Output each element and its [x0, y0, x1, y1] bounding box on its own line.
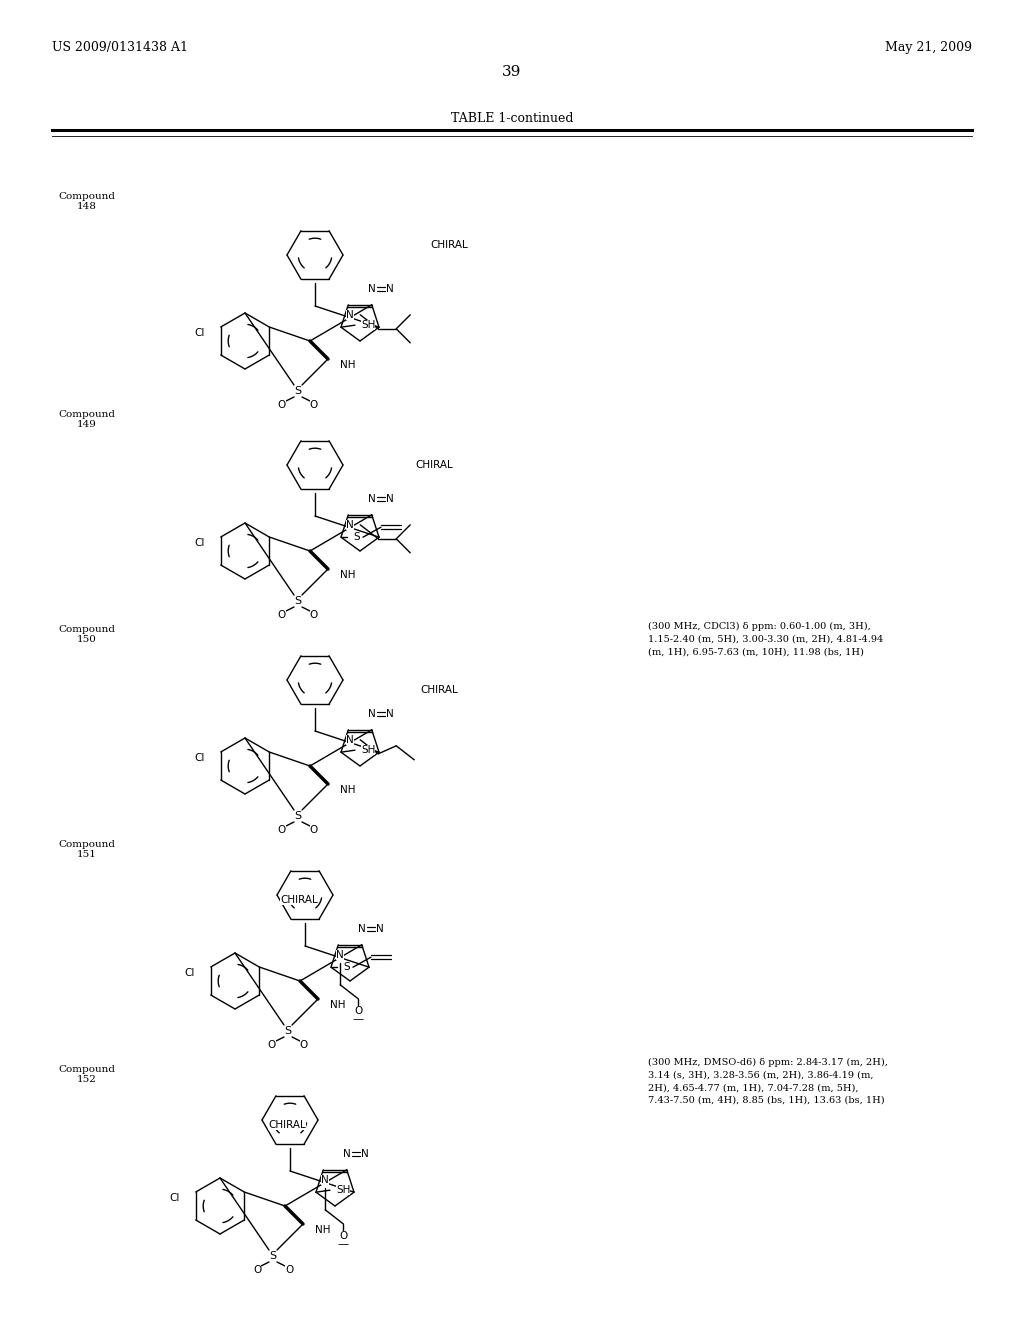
Text: SH: SH	[361, 746, 376, 755]
Text: S: S	[353, 532, 359, 543]
Text: (300 MHz, CDCl3) δ ppm: 0.60-1.00 (m, 3H),
1.15-2.40 (m, 5H), 3.00-3.30 (m, 2H),: (300 MHz, CDCl3) δ ppm: 0.60-1.00 (m, 3H…	[648, 622, 884, 656]
Text: Compound
150: Compound 150	[58, 624, 116, 644]
Text: N: N	[368, 284, 376, 294]
Text: O: O	[285, 1265, 293, 1275]
Text: NH: NH	[340, 570, 355, 579]
Text: O: O	[268, 1040, 276, 1049]
Text: S: S	[295, 385, 301, 396]
Text: O: O	[300, 1040, 308, 1049]
Text: O: O	[310, 400, 318, 411]
Text: Cl: Cl	[195, 539, 205, 548]
Text: N: N	[361, 1148, 369, 1159]
Text: N: N	[336, 950, 344, 960]
Text: N: N	[343, 1148, 351, 1159]
Text: CHIRAL: CHIRAL	[280, 895, 317, 906]
Text: CHIRAL: CHIRAL	[420, 685, 458, 696]
Text: CHIRAL: CHIRAL	[268, 1119, 306, 1130]
Text: N: N	[322, 1175, 329, 1185]
Text: O: O	[310, 610, 318, 620]
Text: O: O	[278, 400, 286, 411]
Text: N: N	[386, 284, 394, 294]
Text: —: —	[338, 1238, 349, 1249]
Text: Cl: Cl	[184, 968, 195, 978]
Text: O: O	[354, 1006, 362, 1016]
Text: O: O	[278, 825, 286, 836]
Text: SH: SH	[361, 321, 376, 330]
Text: O: O	[339, 1230, 347, 1241]
Text: N: N	[346, 735, 354, 744]
Text: S: S	[269, 1251, 276, 1261]
Text: TABLE 1-continued: TABLE 1-continued	[451, 111, 573, 124]
Text: Cl: Cl	[195, 752, 205, 763]
Text: N: N	[346, 520, 354, 529]
Text: O: O	[278, 610, 286, 620]
Text: May 21, 2009: May 21, 2009	[885, 41, 972, 54]
Text: 39: 39	[503, 65, 521, 79]
Text: N: N	[346, 310, 354, 319]
Text: Cl: Cl	[195, 327, 205, 338]
Text: N: N	[376, 924, 384, 935]
Text: NH: NH	[340, 785, 355, 795]
Text: Compound
148: Compound 148	[58, 191, 116, 211]
Text: O: O	[310, 825, 318, 836]
Text: O: O	[253, 1265, 261, 1275]
Text: Compound
151: Compound 151	[58, 840, 116, 859]
Text: S: S	[295, 810, 301, 821]
Text: Cl: Cl	[170, 1193, 180, 1203]
Text: Compound
152: Compound 152	[58, 1065, 116, 1085]
Text: N: N	[386, 494, 394, 504]
Text: US 2009/0131438 A1: US 2009/0131438 A1	[52, 41, 188, 54]
Text: N: N	[386, 709, 394, 719]
Text: Compound
149: Compound 149	[58, 411, 116, 429]
Text: S: S	[343, 962, 349, 973]
Text: CHIRAL: CHIRAL	[415, 459, 453, 470]
Text: (300 MHz, DMSO-d6) δ ppm: 2.84-3.17 (m, 2H),
3.14 (s, 3H), 3.28-3.56 (m, 2H), 3.: (300 MHz, DMSO-d6) δ ppm: 2.84-3.17 (m, …	[648, 1059, 888, 1105]
Text: CHIRAL: CHIRAL	[430, 240, 468, 249]
Text: NH: NH	[315, 1225, 331, 1236]
Text: N: N	[368, 494, 376, 504]
Text: SH: SH	[336, 1185, 350, 1195]
Text: S: S	[295, 597, 301, 606]
Text: NH: NH	[340, 360, 355, 370]
Text: —: —	[352, 1014, 364, 1024]
Text: N: N	[368, 709, 376, 719]
Text: NH: NH	[330, 1001, 345, 1010]
Text: N: N	[358, 924, 366, 935]
Text: S: S	[285, 1026, 292, 1036]
